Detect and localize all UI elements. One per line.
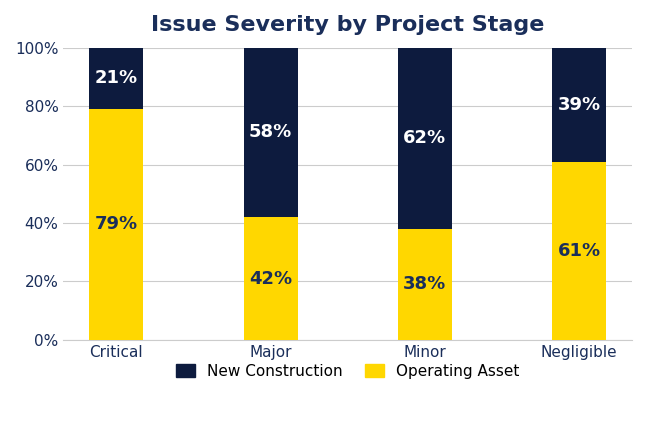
Legend: New Construction, Operating Asset: New Construction, Operating Asset — [170, 357, 525, 385]
Bar — [89, 48, 143, 109]
Bar — [552, 48, 606, 162]
Bar — [398, 48, 452, 229]
Text: 61%: 61% — [558, 242, 600, 260]
Bar — [243, 217, 298, 340]
Text: 79%: 79% — [94, 215, 138, 234]
Text: 58%: 58% — [249, 123, 292, 141]
Title: Issue Severity by Project Stage: Issue Severity by Project Stage — [151, 15, 544, 35]
Bar — [552, 162, 606, 340]
Text: 38%: 38% — [403, 275, 446, 293]
Bar — [89, 109, 143, 340]
Bar — [243, 48, 298, 217]
Text: 62%: 62% — [403, 129, 446, 147]
Text: 21%: 21% — [94, 69, 138, 87]
Text: 39%: 39% — [558, 95, 600, 114]
Bar — [398, 229, 452, 340]
Text: 42%: 42% — [249, 270, 292, 288]
